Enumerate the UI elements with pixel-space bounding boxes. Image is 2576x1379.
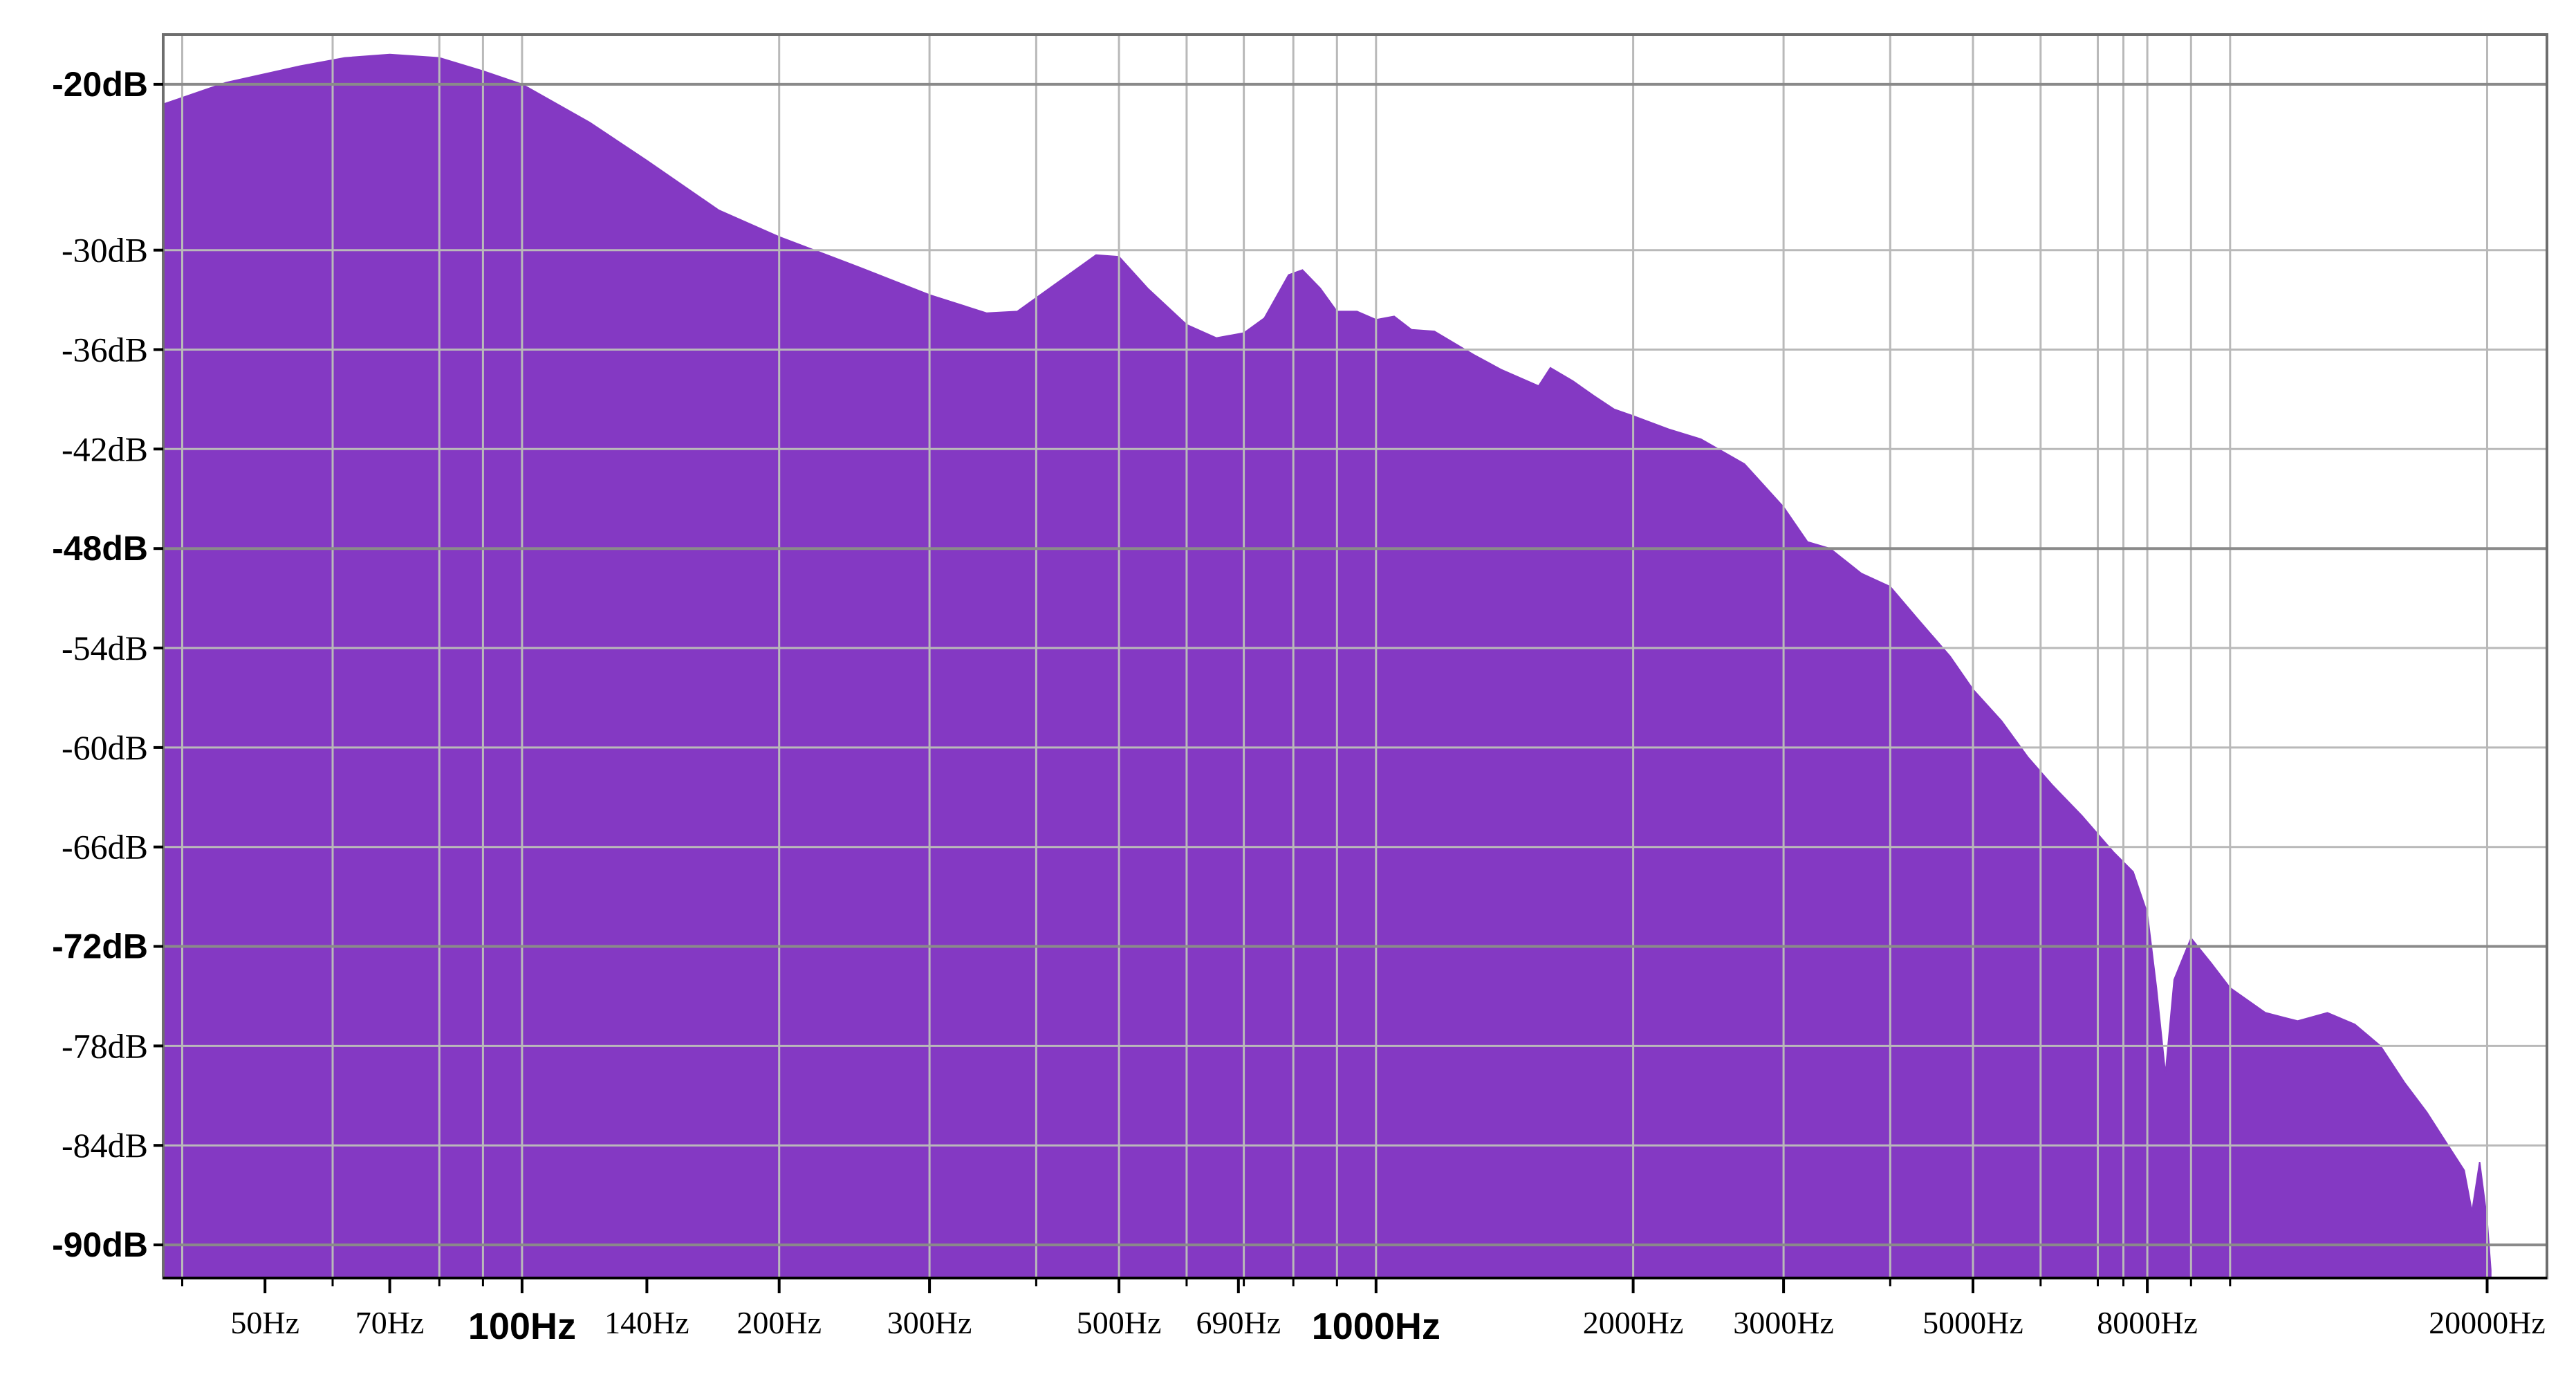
x-tick-label: 20000Hz [2429,1305,2546,1340]
y-axis: -20dB -30dB -36dB -42dB -48dB -54dB -60dB -66dB… [52,65,163,1264]
y-tick-label: -72dB [52,927,148,966]
x-tick-label: 690Hz [1196,1305,1281,1340]
y-tick-label: -90dB [52,1225,148,1264]
x-tick-label: 50Hz [230,1305,299,1340]
spectrum-area-layer [163,53,2492,1279]
x-tick-label: 200Hz [736,1305,822,1340]
y-tick-label: -78dB [62,1026,148,1065]
x-tick-label: 100Hz [468,1306,576,1347]
x-tick-label: 1000Hz [1312,1306,1440,1347]
y-tick-label: -48dB [52,529,148,568]
x-tick-label: 300Hz [887,1305,972,1340]
y-tick-label: -42dB [62,429,148,468]
x-tick-label: 2000Hz [1583,1305,1684,1340]
x-axis: 50Hz 70Hz 100Hz 140Hz 200Hz 300Hz 500Hz 690Hz 10… [163,1277,2547,1347]
x-tick-label: 3000Hz [1733,1305,1834,1340]
x-tick-label: 8000Hz [2097,1305,2198,1340]
x-tick-label: 5000Hz [1922,1305,2023,1340]
y-tick-label: -66dB [62,828,148,867]
x-tick-label: 140Hz [604,1305,689,1340]
y-tick-label: -60dB [62,728,148,767]
x-tick-label: 500Hz [1077,1305,1162,1340]
y-tick-label: -36dB [62,331,148,369]
spectrum-area-0 [163,53,2492,1279]
x-tick-label: 70Hz [355,1305,425,1340]
y-tick-label: -20dB [52,65,148,104]
y-tick-label: -84dB [62,1126,148,1165]
grid-layer [163,35,2547,1278]
y-tick-label: -54dB [62,629,148,667]
y-tick-label: -30dB [62,231,148,270]
